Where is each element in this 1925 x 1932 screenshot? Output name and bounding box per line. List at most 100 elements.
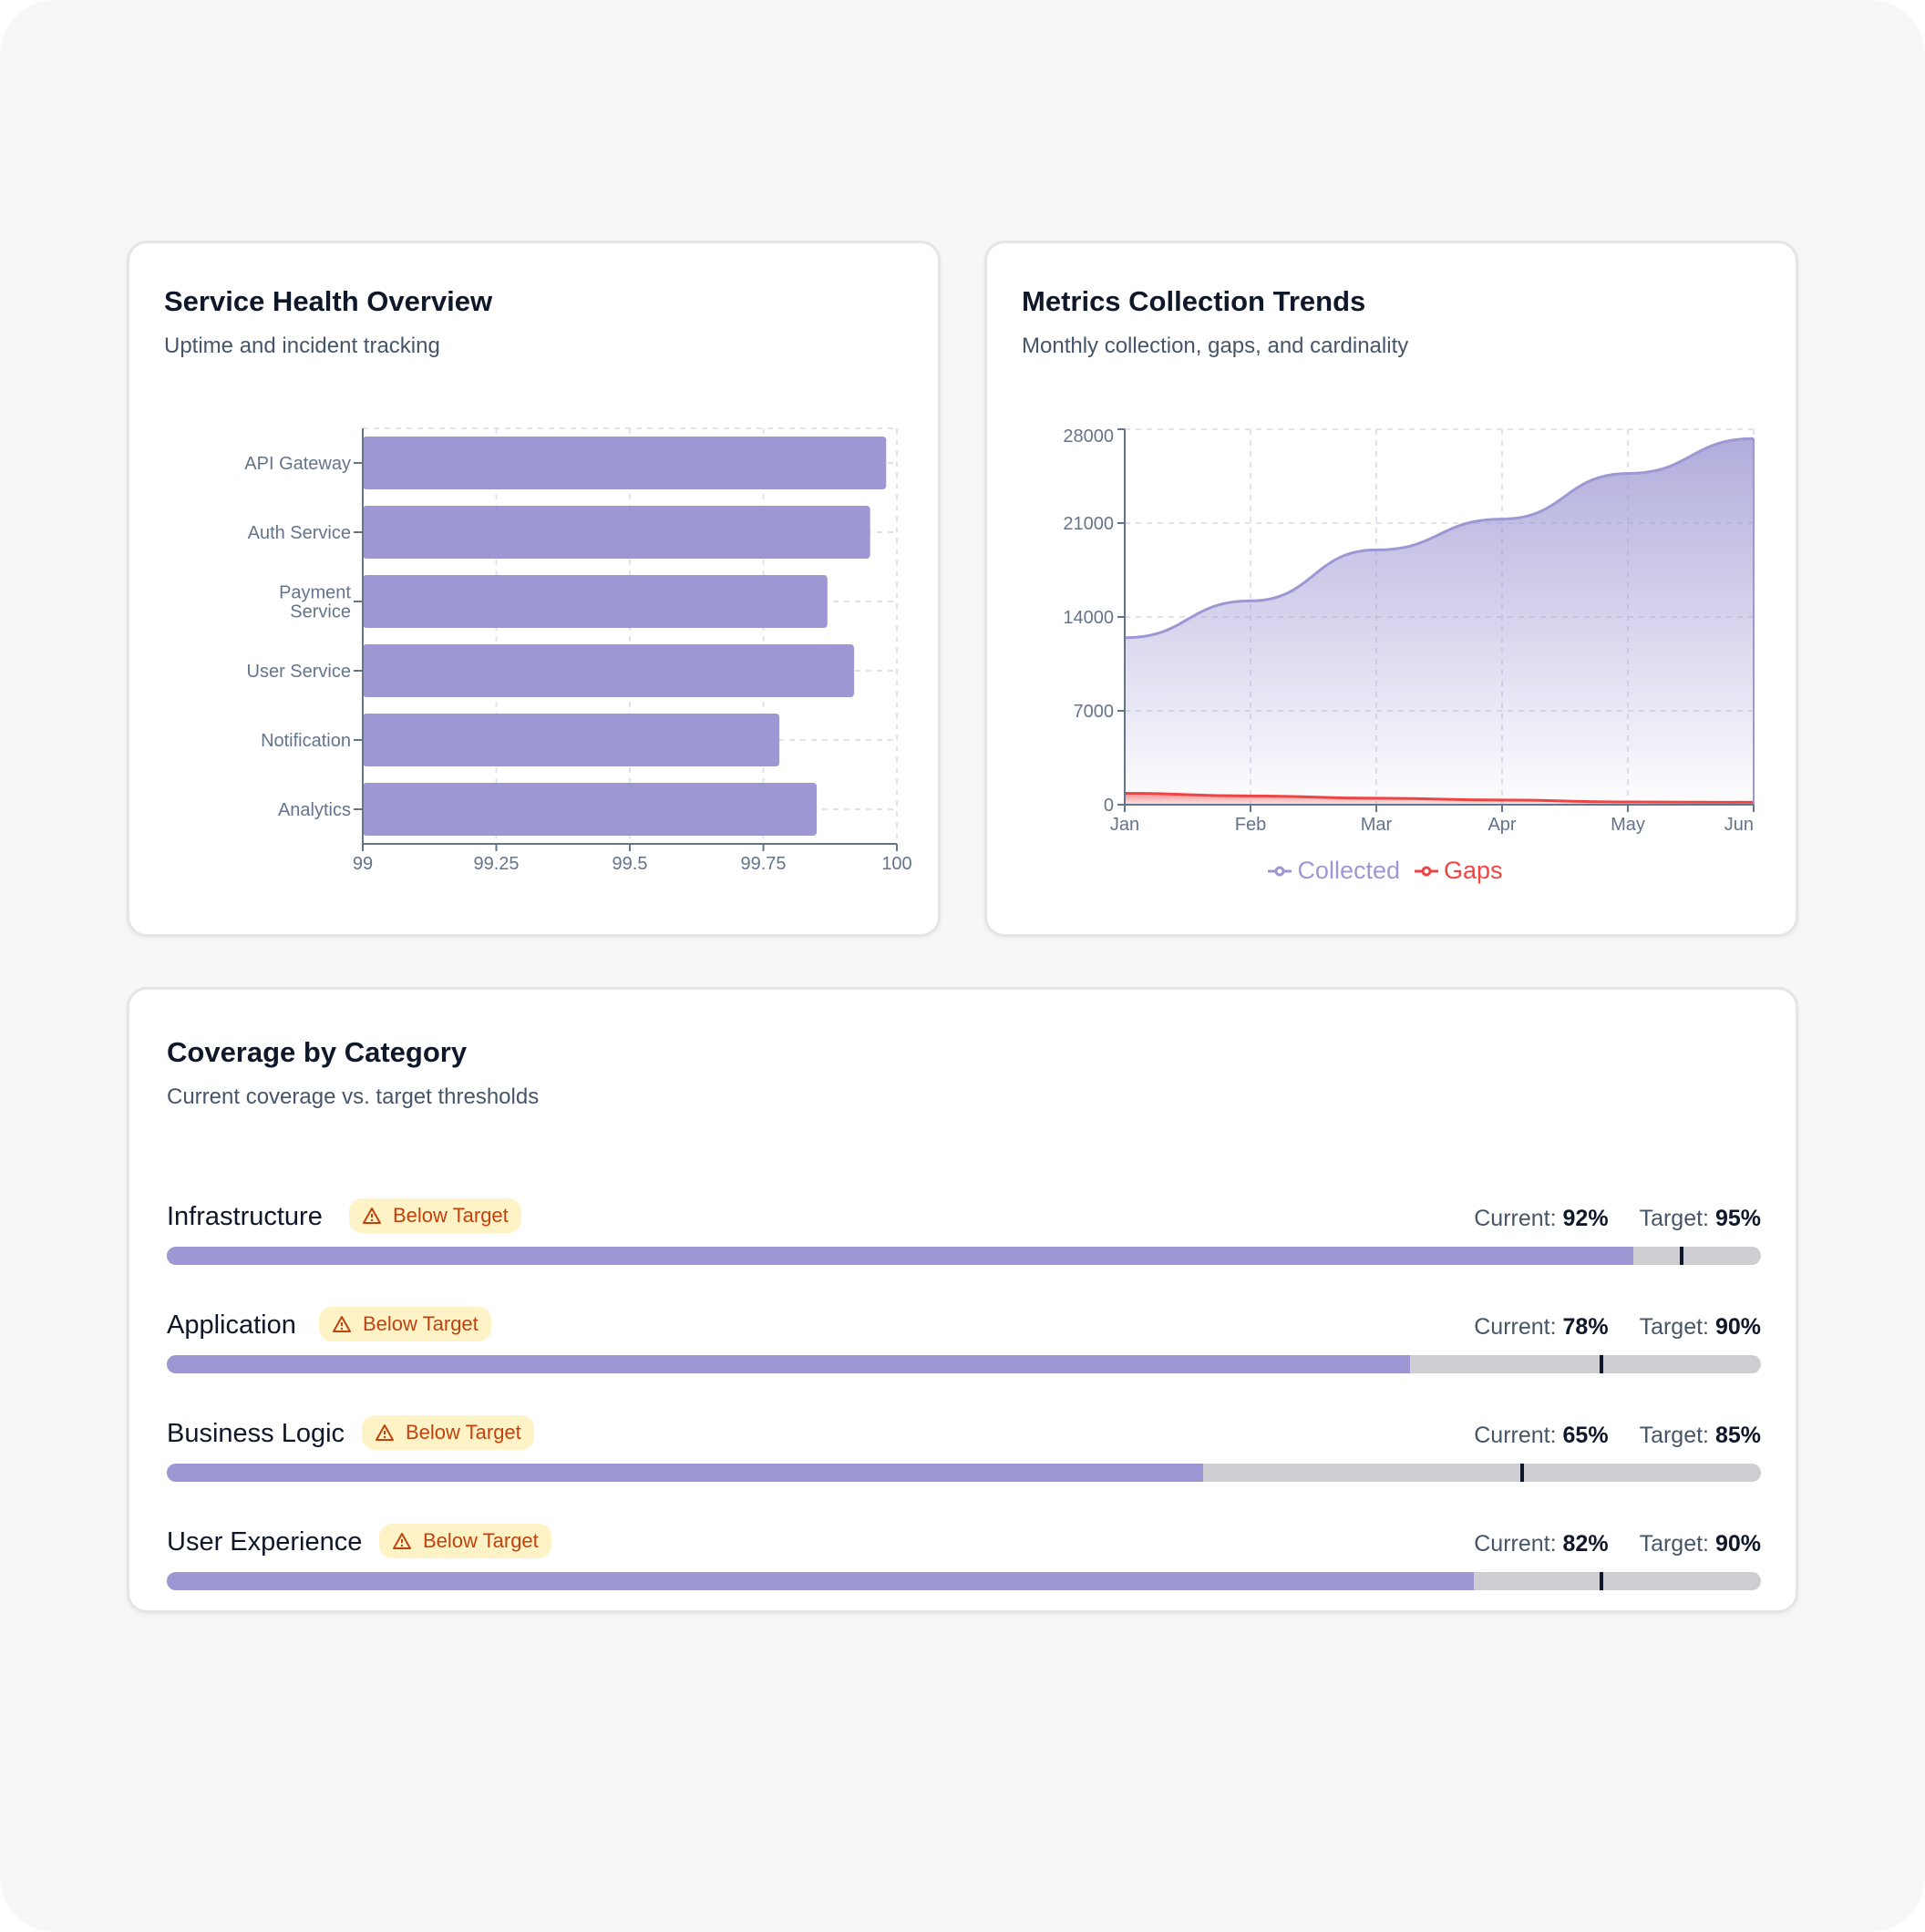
category-name: Application: [167, 1310, 296, 1340]
coverage-progress-bar: [167, 1464, 1761, 1482]
y-tick-label: 7000: [1074, 702, 1115, 722]
x-tick-label: 99.75: [740, 854, 786, 874]
badge-label: Below Target: [363, 1312, 479, 1335]
target-value: 90%: [1714, 1314, 1761, 1340]
coverage-stats: Current: 82% Target: 90%: [1474, 1531, 1761, 1557]
x-tick-label: 99.25: [473, 854, 519, 874]
card-title: Coverage by Category: [167, 1036, 468, 1068]
coverage-fill: [167, 1355, 1411, 1373]
target-label: Target:: [1639, 1531, 1709, 1557]
y-tick-label: 28000: [1063, 426, 1114, 447]
legend-collected[interactable]: Collected: [1268, 857, 1400, 885]
card-title: Metrics Collection Trends: [1022, 285, 1366, 317]
coverage-fill: [167, 1572, 1475, 1590]
legend-gaps[interactable]: Gaps: [1415, 857, 1503, 885]
y-tick-label: 21000: [1063, 514, 1114, 534]
y-tick-label: 14000: [1063, 608, 1114, 628]
bar: [363, 644, 855, 697]
charts-layer: 99 99.25 99.5 99.75 100 API Gateway Auth Servi…: [244, 426, 1755, 874]
coverage-fill: [167, 1247, 1634, 1265]
card-subtitle: Uptime and incident tracking: [164, 334, 440, 358]
bar: [363, 506, 870, 559]
coverage-stats: Current: 78% Target: 90%: [1474, 1314, 1761, 1341]
below-target-badge: Below Target: [379, 1524, 551, 1558]
category-name: User Experience: [167, 1527, 363, 1557]
below-target-badge: Below Target: [319, 1307, 491, 1341]
y-tick-label: Auth Service: [248, 523, 351, 543]
badge-label: Below Target: [406, 1421, 521, 1444]
coverage-row: User Experience Below Target Current: 82…: [167, 1524, 1761, 1609]
target-marker: [1679, 1247, 1683, 1265]
y-tick-label: Notification: [261, 731, 351, 751]
legend-label: Gaps: [1444, 857, 1503, 884]
target-marker: [1600, 1572, 1604, 1590]
current-value: 78%: [1562, 1314, 1609, 1340]
y-tick-label: 0: [1104, 796, 1114, 816]
metrics-area-chart: 0 7000 14000 21000 28000 Jan Feb Mar Apr May Jun: [1063, 426, 1755, 835]
x-tick-label: Jun: [1724, 815, 1754, 835]
line-gaps: [1124, 791, 1755, 804]
target-marker: [1600, 1355, 1604, 1373]
x-tick-label: Apr: [1488, 815, 1516, 835]
x-tick-label: 99: [353, 854, 373, 874]
x-tick-label: 99.5: [612, 854, 648, 874]
legend-label: Collected: [1297, 857, 1400, 884]
current-label: Current:: [1474, 1423, 1557, 1448]
area-collected: [1125, 438, 1754, 805]
coverage-progress-bar: [167, 1572, 1761, 1590]
current-value: 65%: [1562, 1423, 1609, 1448]
bar: [363, 575, 828, 628]
coverage-progress-bar: [167, 1247, 1761, 1265]
current-label: Current:: [1474, 1531, 1557, 1557]
x-tick-label: Jan: [1110, 815, 1139, 835]
target-label: Target:: [1639, 1314, 1709, 1340]
badge-label: Below Target: [393, 1204, 509, 1227]
current-value: 82%: [1562, 1531, 1609, 1557]
y-tick-label: API Gateway: [244, 454, 351, 474]
category-name: Business Logic: [167, 1419, 345, 1448]
card-subtitle: Current coverage vs. target thresholds: [167, 1084, 540, 1109]
line-marker-icon: [1268, 866, 1292, 876]
coverage-row: Application Below Target Current: 78% Tar…: [167, 1307, 1761, 1392]
target-value: 90%: [1714, 1531, 1761, 1557]
card-title: Service Health Overview: [164, 285, 493, 317]
coverage-row: Infrastructure Below Target Current: 92%…: [167, 1198, 1761, 1284]
card-subtitle: Monthly collection, gaps, and cardinalit…: [1022, 334, 1409, 358]
y-tick-label: Analytics: [278, 800, 351, 820]
x-tick-label: Feb: [1235, 815, 1266, 835]
current-label: Current:: [1474, 1206, 1557, 1231]
coverage-stats: Current: 65% Target: 85%: [1474, 1423, 1761, 1449]
bar: [363, 783, 818, 836]
badge-label: Below Target: [423, 1529, 539, 1552]
line-collected: [1124, 437, 1755, 640]
warning-triangle-icon: [333, 1316, 351, 1332]
target-label: Target:: [1639, 1206, 1709, 1231]
bar: [363, 437, 887, 489]
warning-triangle-icon: [363, 1208, 381, 1224]
coverage-card: Coverage by Category Current coverage vs…: [127, 987, 1798, 1613]
target-value: 85%: [1714, 1423, 1761, 1448]
current-value: 92%: [1562, 1206, 1609, 1231]
target-marker: [1519, 1464, 1524, 1482]
target-value: 95%: [1714, 1206, 1761, 1231]
target-label: Target:: [1639, 1423, 1709, 1448]
below-target-badge: Below Target: [349, 1198, 521, 1233]
category-name: Infrastructure: [167, 1202, 323, 1231]
warning-triangle-icon: [376, 1424, 394, 1441]
coverage-fill: [167, 1464, 1203, 1482]
y-tick-label: User Service: [247, 662, 351, 682]
current-label: Current:: [1474, 1314, 1557, 1340]
coverage-progress-bar: [167, 1355, 1761, 1373]
y-tick-label: Payment: [279, 583, 351, 603]
uptime-bar-chart: 99 99.25 99.5 99.75 100 API Gateway Auth Servi…: [244, 427, 912, 874]
line-marker-icon: [1415, 866, 1438, 876]
bar: [363, 714, 780, 766]
y-tick-label: Service: [290, 602, 351, 622]
below-target-badge: Below Target: [362, 1415, 534, 1450]
warning-triangle-icon: [393, 1533, 411, 1549]
x-tick-label: Mar: [1361, 815, 1393, 835]
x-tick-label: May: [1611, 815, 1645, 835]
coverage-stats: Current: 92% Target: 95%: [1474, 1206, 1761, 1232]
x-tick-label: 100: [881, 854, 911, 874]
chart-legend: Collected Gaps: [1258, 857, 1513, 885]
